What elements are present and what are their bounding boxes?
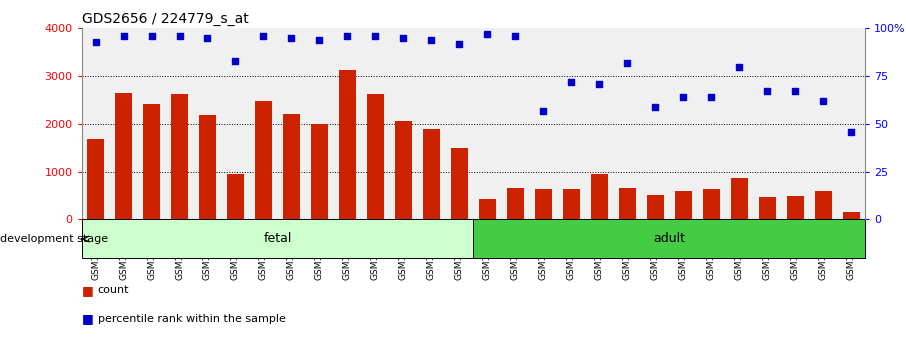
Bar (703, 189, 719, 219)
Text: GDS2656 / 224779_s_at: GDS2656 / 224779_s_at (82, 12, 248, 26)
Bar (731, 178, 747, 219)
Bar (647, 195, 664, 219)
Point (788, 88, 803, 94)
Point (256, 33, 271, 39)
Point (593, 81, 607, 87)
Bar (143, 104, 159, 219)
Bar (82, 219, 473, 258)
Bar (619, 188, 636, 219)
Point (676, 94, 690, 100)
Point (452, 41, 467, 46)
Point (116, 33, 130, 39)
Text: percentile rank within the sample: percentile rank within the sample (98, 314, 285, 324)
Point (340, 33, 354, 39)
Bar (473, 219, 865, 258)
Text: ■: ■ (82, 312, 93, 325)
Point (424, 37, 439, 42)
Point (368, 33, 382, 39)
Bar (199, 115, 216, 219)
Bar (227, 173, 244, 219)
Bar (814, 191, 832, 219)
Point (508, 33, 523, 39)
Point (144, 33, 159, 39)
Bar (171, 94, 188, 219)
Point (172, 33, 187, 39)
Point (313, 37, 327, 42)
Point (480, 31, 495, 37)
Point (200, 35, 215, 41)
Bar (759, 197, 776, 219)
Bar (283, 114, 300, 219)
Point (844, 129, 859, 135)
Text: adult: adult (653, 233, 685, 245)
Bar (843, 212, 860, 219)
Bar (339, 70, 356, 219)
Bar (255, 101, 272, 219)
Bar (675, 191, 691, 219)
Point (284, 35, 299, 41)
Point (760, 88, 775, 94)
Text: development stage: development stage (0, 234, 108, 244)
Bar (787, 196, 804, 219)
Text: ■: ■ (82, 284, 93, 297)
Bar (115, 93, 132, 219)
Bar (479, 199, 496, 219)
Point (620, 60, 634, 65)
Bar (87, 139, 104, 219)
Bar (395, 121, 412, 219)
Bar (367, 94, 384, 219)
Point (396, 35, 410, 41)
Bar (451, 148, 467, 219)
Bar (535, 189, 552, 219)
Point (704, 94, 718, 100)
Point (564, 79, 579, 85)
Bar (563, 189, 580, 219)
Bar (591, 173, 608, 219)
Point (648, 104, 662, 109)
Text: count: count (98, 285, 130, 295)
Bar (507, 188, 524, 219)
Point (816, 98, 831, 104)
Point (228, 58, 243, 64)
Point (88, 39, 102, 45)
Point (536, 108, 551, 113)
Bar (311, 124, 328, 219)
Bar (423, 129, 439, 219)
Text: fetal: fetal (264, 233, 292, 245)
Point (732, 64, 747, 69)
